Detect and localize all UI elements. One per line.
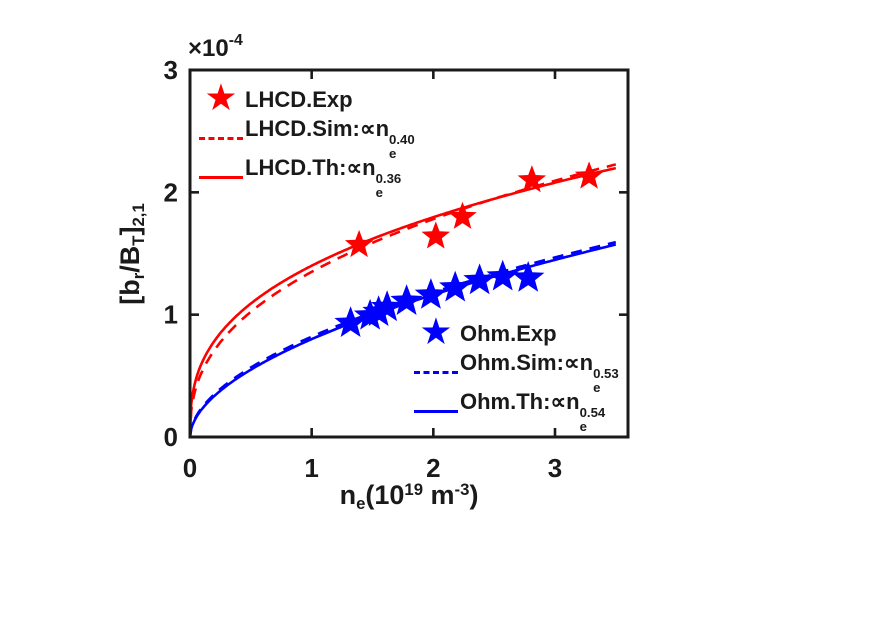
x-tick-label: 0 [183,453,197,483]
star-marker-ohm-exp [463,263,496,295]
star-marker-icon: ★ [204,77,238,118]
legend-label: Ohm.Th:∝n 0.54 e [460,388,606,435]
curve-lhcd-th [188,166,617,438]
star-marker-lhcd-exp [517,165,547,193]
legend-item-ohm-sim: Ohm.Sim:∝n 0.53 e [412,350,619,395]
solid-line-icon [197,176,245,179]
y-tick-label: 1 [164,300,178,330]
star-marker-ohm-exp [370,290,404,322]
x-tick-label: 1 [304,453,318,483]
star-marker-ohm-exp [353,298,387,330]
star-marker-lhcd-exp [421,221,450,249]
legend-label: Ohm.Exp [460,320,557,346]
legend-item-lhcd-sim: LHCD.Sim:∝n 0.40 e [197,116,415,161]
y-tick-label: 2 [164,177,178,207]
star-marker-icon: ★ [419,311,453,352]
y-axis-offset-label: ×10-4 [188,32,243,62]
star-marker-ohm-exp [486,259,519,291]
legend-item-lhcd-exp: ★ LHCD.Exp [197,77,415,119]
y-tick-label: 3 [164,55,178,85]
star-marker-lhcd-exp [344,229,374,258]
axes-box [188,68,630,439]
dashed-line-icon [412,371,460,374]
legend-item-ohm-exp: ★ Ohm.Exp [412,311,619,353]
y-tick-label: 0 [164,422,178,452]
star-marker-ohm-exp [512,261,545,292]
star-marker-ohm-exp [439,270,472,302]
star-marker-lhcd-exp [574,161,604,189]
star-marker-ohm-exp [390,284,423,315]
x-axis-label: ne(1019 m-3) [339,479,479,513]
y-axis-label: [br/BT]2,1 [115,203,148,305]
curve-ohm-sim [188,240,617,438]
legend-label: LHCD.Sim:∝n 0.40 e [245,115,415,162]
legend-item-ohm-th: Ohm.Th:∝n 0.54 e [412,389,619,434]
x-tick-label: 2 [426,453,440,483]
star-marker-ohm-exp [334,306,367,337]
legend-label: LHCD.Exp [245,86,353,112]
star-marker-lhcd-exp [448,201,477,229]
legend-label: LHCD.Th:∝n 0.36 e [245,154,402,201]
legend-ohm: ★ Ohm.Exp Ohm.Sim:∝n 0.53 e Ohm.Th:∝n 0.54 e [412,311,619,434]
legend-lhcd: ★ LHCD.Exp LHCD.Sim:∝n 0.40 e LHCD.Th:∝n 0.… [197,77,415,200]
legend-label: Ohm.Sim:∝n 0.53 e [460,349,619,396]
x-tick-label: 3 [548,453,562,483]
dashed-line-icon [197,137,245,140]
star-marker-ohm-exp [362,295,395,326]
solid-line-icon [412,410,460,413]
star-marker-ohm-exp [414,278,448,309]
legend-item-lhcd-th: LHCD.Th:∝n 0.36 e [197,155,415,200]
curve-lhcd-sim [188,163,617,438]
